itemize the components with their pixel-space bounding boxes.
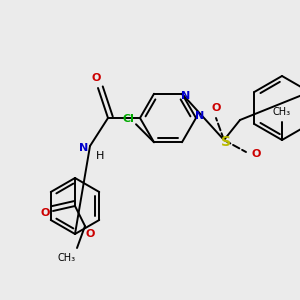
- Text: S: S: [221, 135, 231, 149]
- Text: O: O: [40, 208, 50, 218]
- Text: Cl: Cl: [122, 114, 134, 124]
- Text: CH₃: CH₃: [273, 107, 291, 117]
- Text: O: O: [251, 149, 261, 159]
- Text: CH₃: CH₃: [58, 253, 76, 263]
- Text: O: O: [211, 103, 221, 113]
- Text: H: H: [96, 151, 104, 161]
- Text: O: O: [91, 73, 101, 83]
- Text: N: N: [80, 143, 88, 153]
- Text: O: O: [85, 229, 95, 239]
- Text: N: N: [195, 111, 205, 121]
- Text: N: N: [182, 91, 190, 101]
